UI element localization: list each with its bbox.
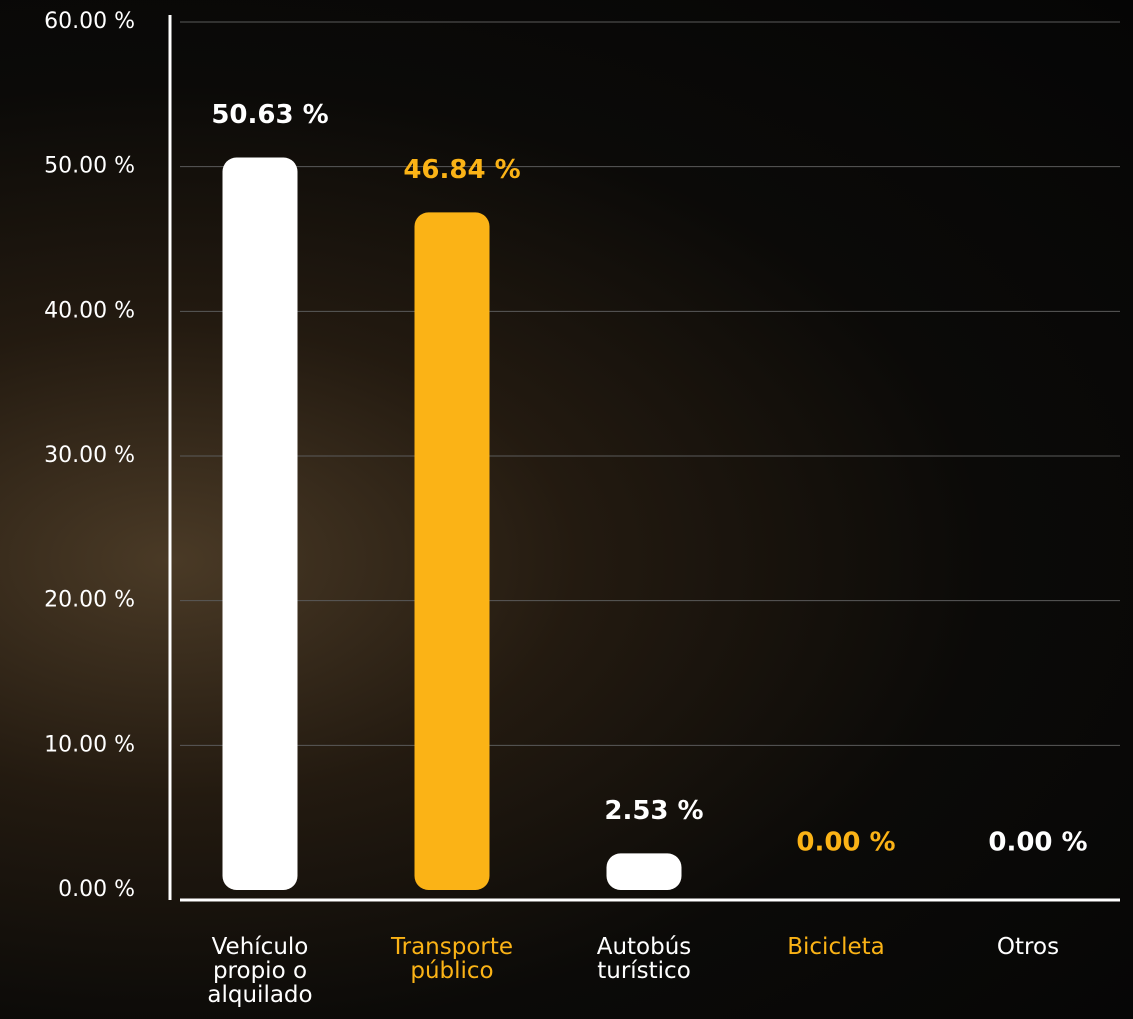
value-label: 2.53 % bbox=[604, 796, 703, 826]
y-tick-label: 20.00 % bbox=[44, 588, 135, 613]
y-tick-label: 10.00 % bbox=[44, 732, 135, 757]
bar bbox=[222, 157, 298, 890]
bar bbox=[606, 853, 682, 890]
x-tick-label: Transporte público bbox=[390, 934, 514, 984]
x-tick-label: Bicicleta bbox=[787, 934, 885, 960]
bar bbox=[414, 212, 490, 890]
y-tick-label: 0.00 % bbox=[58, 877, 135, 902]
x-tick-label: Autobús turístico bbox=[596, 934, 692, 984]
x-tick-label: Otros bbox=[996, 934, 1060, 960]
value-label: 46.84 % bbox=[403, 155, 520, 185]
value-label: 0.00 % bbox=[988, 828, 1087, 858]
y-tick-label: 40.00 % bbox=[44, 298, 135, 323]
value-label: 0.00 % bbox=[796, 828, 895, 858]
value-label: 50.63 % bbox=[211, 100, 328, 130]
y-tick-label: 60.00 % bbox=[44, 9, 135, 34]
x-tick-label: Vehículo propio o alquilado bbox=[207, 934, 313, 1008]
y-tick-label: 30.00 % bbox=[44, 443, 135, 468]
y-tick-label: 50.00 % bbox=[44, 154, 135, 179]
